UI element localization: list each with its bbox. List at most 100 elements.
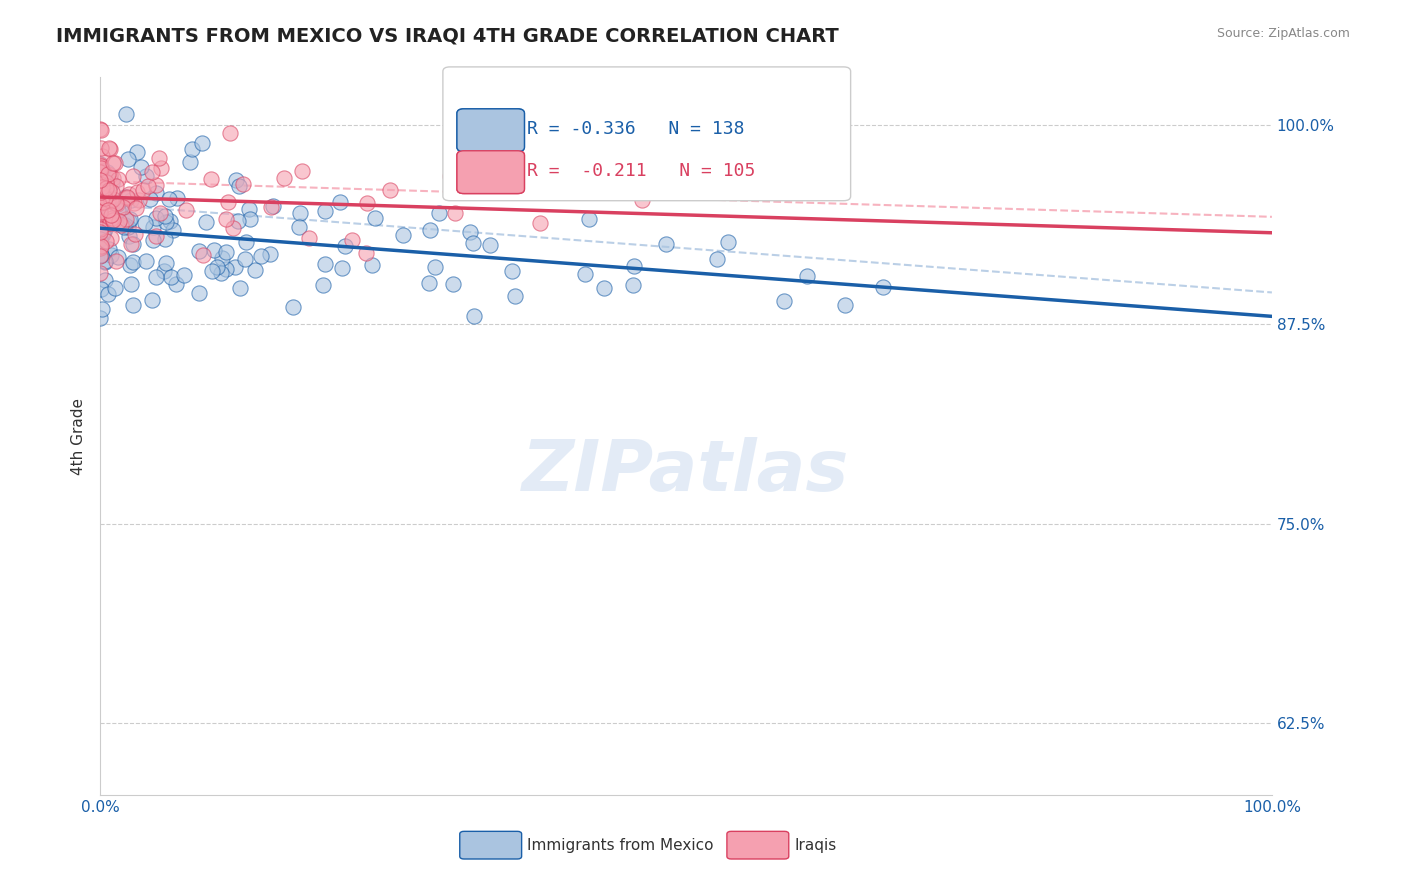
Point	[89, 207, 111, 221]
Point	[122, 169, 145, 183]
Point	[89, 249, 111, 263]
Point	[97, 187, 120, 202]
Point	[105, 197, 128, 211]
Point	[91, 195, 114, 210]
Point	[124, 227, 146, 242]
Point	[91, 178, 114, 192]
Point	[117, 152, 139, 166]
Text: ZIPatlas: ZIPatlas	[522, 437, 849, 507]
Point	[159, 214, 181, 228]
Y-axis label: 4th Grade: 4th Grade	[72, 398, 86, 475]
Point	[215, 211, 238, 226]
Point	[157, 192, 180, 206]
Point	[134, 216, 156, 230]
Point	[91, 218, 114, 232]
Point	[115, 211, 138, 226]
Point	[623, 259, 645, 273]
Point	[94, 175, 117, 189]
Point	[90, 209, 112, 223]
Point	[209, 266, 232, 280]
Text: Iraqis: Iraqis	[794, 838, 837, 853]
Point	[717, 235, 740, 249]
Point	[149, 206, 172, 220]
Point	[166, 190, 188, 204]
Point	[105, 196, 128, 211]
Point	[90, 211, 112, 225]
Point	[224, 260, 246, 275]
Point	[91, 195, 114, 210]
Point	[120, 237, 142, 252]
Point	[122, 255, 145, 269]
Point	[91, 301, 114, 316]
Point	[796, 268, 818, 283]
Point	[179, 155, 201, 169]
Point	[132, 183, 155, 197]
Point	[145, 186, 167, 200]
Point	[97, 287, 120, 301]
Point	[180, 142, 202, 156]
Point	[148, 151, 170, 165]
Point	[233, 252, 256, 266]
Point	[100, 194, 122, 209]
Text: Source: ZipAtlas.com: Source: ZipAtlas.com	[1216, 27, 1350, 40]
Point	[329, 194, 352, 209]
Point	[108, 214, 131, 228]
Point	[574, 268, 596, 282]
Point	[215, 262, 238, 277]
Point	[96, 234, 118, 248]
Point	[101, 211, 124, 225]
Point	[458, 226, 481, 240]
Point	[91, 195, 114, 210]
Point	[239, 211, 262, 226]
Point	[101, 213, 124, 227]
Point	[114, 218, 136, 232]
Point	[90, 158, 112, 172]
Point	[262, 199, 284, 213]
Point	[578, 212, 600, 227]
Point	[145, 178, 167, 193]
Point	[314, 203, 336, 218]
Point	[94, 273, 117, 287]
Point	[91, 181, 114, 195]
Point	[621, 277, 644, 292]
Point	[191, 136, 214, 150]
Point	[93, 254, 115, 268]
Point	[89, 205, 111, 219]
Point	[96, 215, 118, 229]
Point	[100, 208, 122, 222]
Point	[222, 220, 245, 235]
Point	[427, 205, 450, 219]
Point	[89, 165, 111, 179]
Point	[90, 248, 112, 262]
Point	[91, 226, 114, 240]
Point	[211, 251, 233, 265]
Point	[139, 192, 162, 206]
Point	[91, 179, 114, 194]
Point	[314, 257, 336, 271]
Point	[89, 207, 111, 221]
Point	[101, 170, 124, 185]
Point	[93, 255, 115, 269]
Point	[238, 202, 260, 217]
Point	[141, 293, 163, 307]
Point	[118, 212, 141, 227]
Text: R = -0.336   N = 138: R = -0.336 N = 138	[527, 120, 745, 138]
Point	[89, 198, 111, 212]
Point	[101, 192, 124, 206]
Point	[89, 199, 111, 213]
Point	[90, 185, 112, 199]
Point	[145, 211, 167, 225]
Point	[228, 281, 250, 295]
Point	[312, 277, 335, 292]
Point	[107, 172, 129, 186]
Point	[89, 311, 111, 326]
Point	[288, 220, 311, 235]
Point	[425, 260, 447, 274]
Text: Immigrants from Mexico: Immigrants from Mexico	[527, 838, 714, 853]
Point	[97, 202, 120, 217]
Point	[128, 193, 150, 207]
Point	[107, 217, 129, 231]
Point	[215, 244, 238, 259]
Point	[108, 201, 131, 215]
Point	[125, 201, 148, 215]
